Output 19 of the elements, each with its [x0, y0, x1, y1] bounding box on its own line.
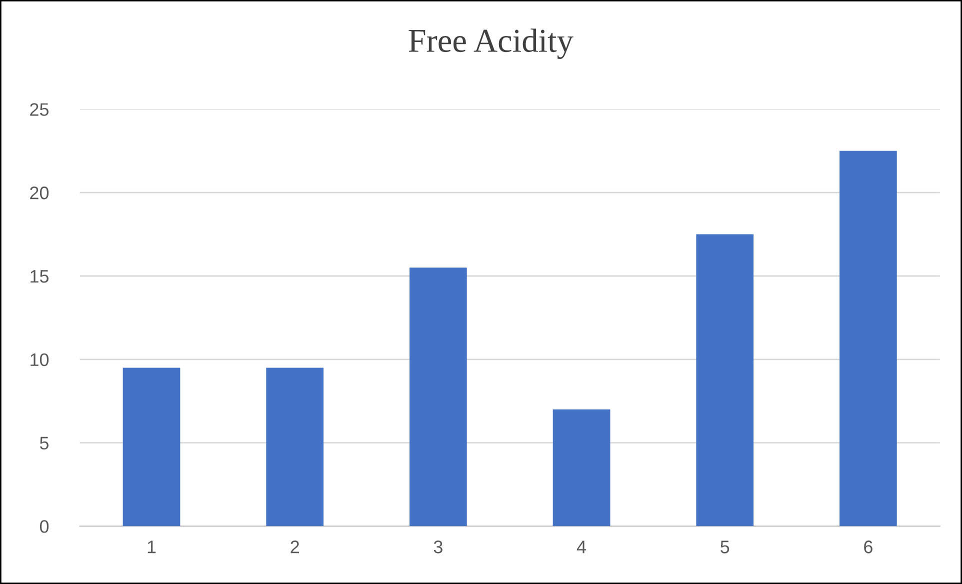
y-tick-label: 0 [40, 520, 49, 533]
x-tick-label: 2 [290, 540, 299, 554]
x-tick-label: 1 [148, 540, 156, 554]
bar [840, 150, 897, 526]
bar [552, 409, 610, 526]
x-tick-label: 4 [576, 540, 586, 554]
bar [266, 368, 324, 526]
y-tick-label: 20 [30, 186, 49, 200]
x-tick-label: 6 [864, 540, 872, 554]
y-tick-label: 25 [30, 103, 49, 116]
bar [410, 268, 467, 526]
x-tick-label: 5 [720, 540, 730, 554]
chart-title: Free Acidity [408, 28, 574, 59]
x-tick-label: 3 [434, 540, 442, 554]
bar [122, 368, 180, 526]
y-tick-label: 5 [40, 436, 49, 450]
y-tick-label: 10 [30, 353, 49, 366]
y-tick-label: 15 [30, 270, 49, 283]
bar [696, 234, 754, 526]
